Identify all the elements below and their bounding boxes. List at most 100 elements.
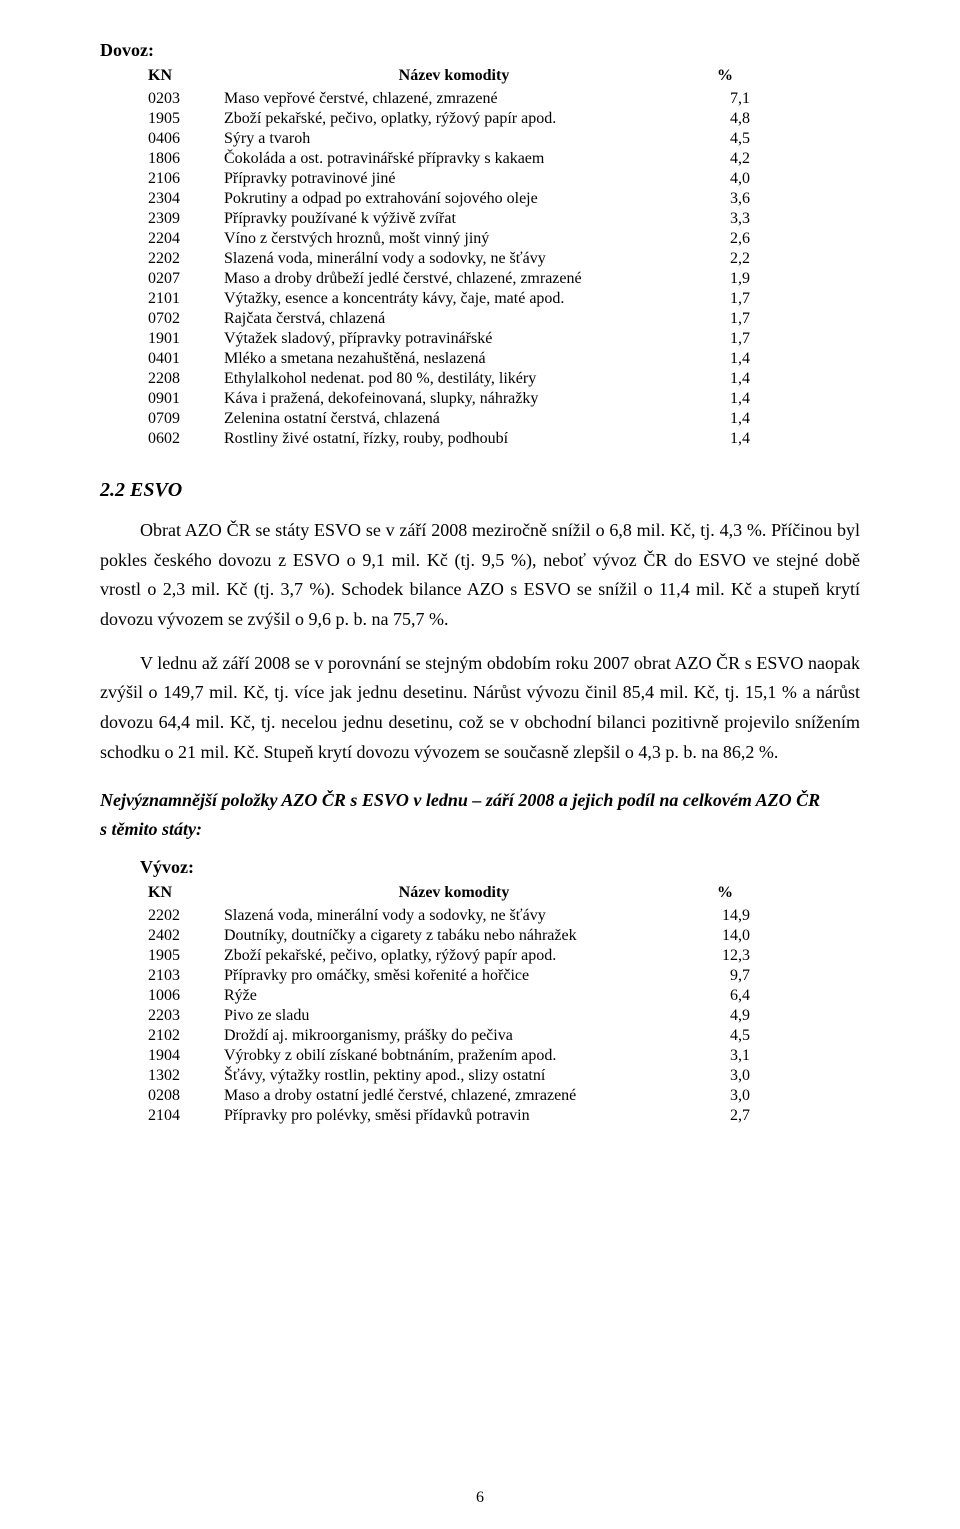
dovoz-pct: 7,1: [692, 89, 758, 109]
dovoz-pct: 4,8: [692, 109, 758, 129]
dovoz-row: 1905Zboží pekařské, pečivo, oplatky, rýž…: [140, 109, 758, 129]
dovoz-name: Maso vepřové čerstvé, chlazené, zmrazené: [216, 89, 692, 109]
dovoz-code: 2106: [140, 169, 216, 189]
vyvoz-row: 2202Slazená voda, minerální vody a sodov…: [140, 906, 758, 926]
vyvoz-header-row: KN Název komodity %: [140, 882, 758, 906]
dovoz-pct: 1,7: [692, 289, 758, 309]
vyvoz-name: Přípravky pro omáčky, směsi kořenité a h…: [216, 966, 692, 986]
dovoz-code: 2101: [140, 289, 216, 309]
dovoz-row: 1901Výtažek sladový, přípravky potraviná…: [140, 329, 758, 349]
dovoz-code: 0401: [140, 349, 216, 369]
vyvoz-row: 2402Doutníky, doutníčky a cigarety z tab…: [140, 926, 758, 946]
dovoz-code: 0602: [140, 429, 216, 449]
vyvoz-name: Šťávy, výtažky rostlin, pektiny apod., s…: [216, 1066, 692, 1086]
dovoz-row: 0406Sýry a tvaroh4,5: [140, 129, 758, 149]
dovoz-row: 0207Maso a droby drůbeží jedlé čerstvé, …: [140, 269, 758, 289]
vyvoz-table: KN Název komodity % 2202Slazená voda, mi…: [140, 882, 758, 1126]
dovoz-row: 2309Přípravky používané k výživě zvířat3…: [140, 209, 758, 229]
dovoz-row: 0602Rostliny živé ostatní, řízky, rouby,…: [140, 429, 758, 449]
dovoz-name: Výtažek sladový, přípravky potravinářské: [216, 329, 692, 349]
dovoz-code: 0203: [140, 89, 216, 109]
dovoz-code: 2208: [140, 369, 216, 389]
dovoz-code: 0406: [140, 129, 216, 149]
vyvoz-name: Rýže: [216, 986, 692, 1006]
dovoz-row: 2208Ethylalkohol nedenat. pod 80 %, dest…: [140, 369, 758, 389]
dovoz-pct: 4,0: [692, 169, 758, 189]
dovoz-name: Rajčata čerstvá, chlazená: [216, 309, 692, 329]
dovoz-name: Rostliny živé ostatní, řízky, rouby, pod…: [216, 429, 692, 449]
dovoz-header-kn: KN: [140, 65, 216, 89]
vyvoz-code: 2203: [140, 1006, 216, 1026]
dovoz-code: 0207: [140, 269, 216, 289]
vyvoz-pct: 3,1: [692, 1046, 758, 1066]
dovoz-pct: 3,6: [692, 189, 758, 209]
dovoz-pct: 1,9: [692, 269, 758, 289]
dovoz-name: Přípravky používané k výživě zvířat: [216, 209, 692, 229]
vyvoz-row: 2203Pivo ze sladu4,9: [140, 1006, 758, 1026]
dovoz-name: Maso a droby drůbeží jedlé čerstvé, chla…: [216, 269, 692, 289]
vyvoz-header-name: Název komodity: [216, 882, 692, 906]
dovoz-code: 1806: [140, 149, 216, 169]
esvo-subheading-bold-1: Nejvýznamnější položky AZO ČR s ESVO v: [100, 790, 421, 810]
vyvoz-name: Droždí aj. mikroorganismy, prášky do peč…: [216, 1026, 692, 1046]
dovoz-code: 1901: [140, 329, 216, 349]
vyvoz-pct: 14,0: [692, 926, 758, 946]
esvo-para-2: V lednu až září 2008 se v porovnání se s…: [100, 649, 860, 768]
dovoz-pct: 1,4: [692, 369, 758, 389]
vyvoz-pct: 3,0: [692, 1066, 758, 1086]
page-number: 6: [0, 1489, 960, 1507]
esvo-heading: 2.2 ESVO: [100, 479, 860, 502]
dovoz-pct: 1,7: [692, 309, 758, 329]
dovoz-pct: 2,2: [692, 249, 758, 269]
vyvoz-pct: 4,5: [692, 1026, 758, 1046]
dovoz-pct: 4,2: [692, 149, 758, 169]
vyvoz-row: 2104Přípravky pro polévky, směsi přídavk…: [140, 1106, 758, 1126]
dovoz-header-pct: %: [692, 65, 758, 89]
vyvoz-code: 0208: [140, 1086, 216, 1106]
vyvoz-code: 2104: [140, 1106, 216, 1126]
page: Dovoz: KN Název komodity % 0203Maso vepř…: [0, 0, 960, 1529]
vyvoz-label: Vývoz:: [140, 857, 860, 878]
dovoz-name: Víno z čerstvých hroznů, mošt vinný jiný: [216, 229, 692, 249]
vyvoz-code: 2202: [140, 906, 216, 926]
vyvoz-code: 2103: [140, 966, 216, 986]
dovoz-pct: 1,4: [692, 429, 758, 449]
dovoz-pct: 2,6: [692, 229, 758, 249]
dovoz-code: 0709: [140, 409, 216, 429]
vyvoz-pct: 9,7: [692, 966, 758, 986]
vyvoz-name: Výrobky z obilí získané bobtnáním, praže…: [216, 1046, 692, 1066]
vyvoz-pct: 3,0: [692, 1086, 758, 1106]
dovoz-table: KN Název komodity % 0203Maso vepřové čer…: [140, 65, 758, 449]
vyvoz-code: 2402: [140, 926, 216, 946]
vyvoz-header-kn: KN: [140, 882, 216, 906]
dovoz-code: 1905: [140, 109, 216, 129]
vyvoz-row: 1904Výrobky z obilí získané bobtnáním, p…: [140, 1046, 758, 1066]
vyvoz-row: 2102Droždí aj. mikroorganismy, prášky do…: [140, 1026, 758, 1046]
vyvoz-name: Přípravky pro polévky, směsi přídavků po…: [216, 1106, 692, 1126]
vyvoz-row: 0208Maso a droby ostatní jedlé čerstvé, …: [140, 1086, 758, 1106]
vyvoz-name: Maso a droby ostatní jedlé čerstvé, chla…: [216, 1086, 692, 1106]
dovoz-name: Ethylalkohol nedenat. pod 80 %, destilát…: [216, 369, 692, 389]
esvo-subheading: Nejvýznamnější položky AZO ČR s ESVO v l…: [100, 786, 860, 845]
dovoz-code: 2204: [140, 229, 216, 249]
dovoz-row: 2202Slazená voda, minerální vody a sodov…: [140, 249, 758, 269]
dovoz-header-row: KN Název komodity %: [140, 65, 758, 89]
dovoz-code: 2309: [140, 209, 216, 229]
dovoz-row: 0702Rajčata čerstvá, chlazená1,7: [140, 309, 758, 329]
dovoz-pct: 1,4: [692, 389, 758, 409]
dovoz-name: Pokrutiny a odpad po extrahování sojovéh…: [216, 189, 692, 209]
dovoz-name: Přípravky potravinové jiné: [216, 169, 692, 189]
dovoz-row: 0709Zelenina ostatní čerstvá, chlazená1,…: [140, 409, 758, 429]
dovoz-name: Výtažky, esence a koncentráty kávy, čaje…: [216, 289, 692, 309]
vyvoz-row: 2103Přípravky pro omáčky, směsi kořenité…: [140, 966, 758, 986]
dovoz-name: Zelenina ostatní čerstvá, chlazená: [216, 409, 692, 429]
vyvoz-code: 1302: [140, 1066, 216, 1086]
dovoz-row: 2106Přípravky potravinové jiné4,0: [140, 169, 758, 189]
dovoz-name: Slazená voda, minerální vody a sodovky, …: [216, 249, 692, 269]
dovoz-name: Čokoláda a ost. potravinářské přípravky …: [216, 149, 692, 169]
dovoz-code: 2304: [140, 189, 216, 209]
vyvoz-row: 1006Rýže6,4: [140, 986, 758, 1006]
vyvoz-pct: 6,4: [692, 986, 758, 1006]
dovoz-row: 0401Mléko a smetana nezahuštěná, neslaze…: [140, 349, 758, 369]
vyvoz-row: 1302Šťávy, výtažky rostlin, pektiny apod…: [140, 1066, 758, 1086]
